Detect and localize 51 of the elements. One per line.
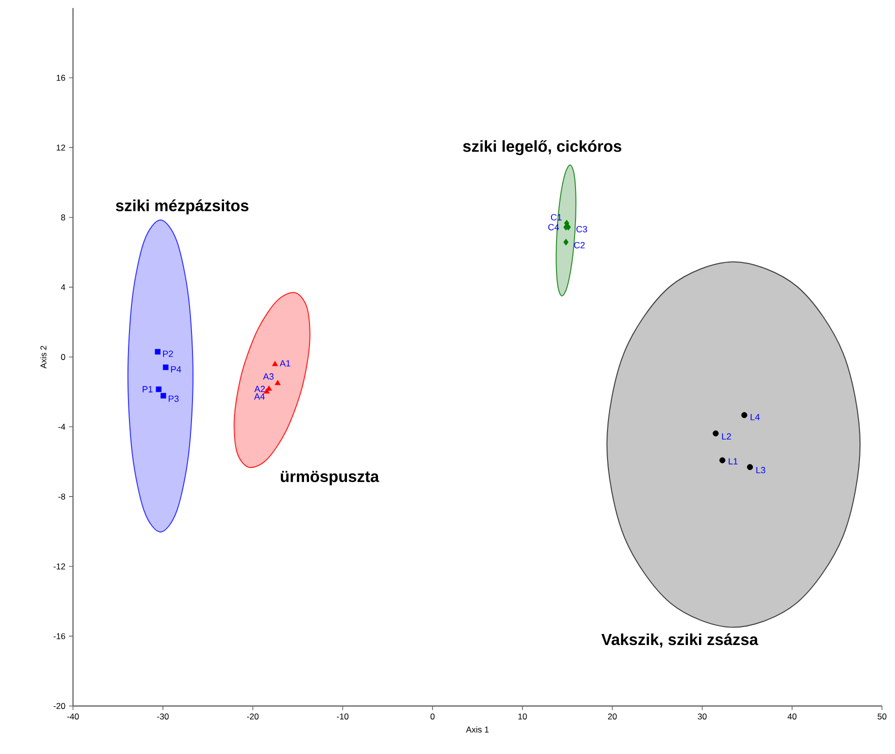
- y-tick-label: 8: [61, 214, 66, 220]
- annotation: Vakszik, sziki zsázsa: [601, 633, 758, 648]
- annotation: C3: [576, 226, 588, 232]
- point: [156, 386, 162, 392]
- y-tick-label: 12: [56, 144, 66, 151]
- y-tick-label: -8: [58, 494, 66, 500]
- y-tick-label: -4: [58, 424, 66, 430]
- y-tick-label: -20: [54, 702, 66, 709]
- y-tick-label: -16: [54, 633, 66, 640]
- x-tick-label: 20: [608, 713, 617, 720]
- annotation: P3: [168, 396, 179, 402]
- point: [274, 380, 281, 386]
- point: [154, 348, 160, 355]
- point: [272, 360, 278, 366]
- x-axis-title: Axis 1: [466, 726, 489, 733]
- annotation: L2: [722, 433, 731, 440]
- point: [741, 412, 748, 418]
- annotation: A1: [280, 360, 290, 366]
- x-tick-label: -20: [247, 713, 259, 720]
- annotation: L3: [756, 466, 766, 474]
- x-tick-label: -40: [67, 713, 79, 720]
- point: [162, 364, 168, 370]
- point: [160, 392, 166, 399]
- x-tick-label: 40: [788, 713, 796, 720]
- y-tick-label: 16: [56, 74, 66, 81]
- annotation: A3: [263, 373, 274, 380]
- point: [746, 464, 753, 470]
- annotation: P1: [142, 386, 153, 392]
- annotation: ürmöspuszta: [280, 470, 380, 486]
- annotation: P2: [163, 350, 173, 357]
- annotation: P4: [171, 366, 182, 372]
- x-tick-label: -10: [336, 713, 348, 720]
- annotation: L4: [750, 414, 760, 420]
- point: [712, 430, 719, 436]
- x-tick-label: 10: [518, 713, 527, 720]
- y-tick-label: 0: [61, 354, 66, 360]
- annotation: sziki legelő, cickóros: [463, 140, 622, 156]
- annotation: L1: [728, 458, 738, 464]
- x-tick-label: 30: [698, 713, 707, 720]
- x-tick-label: 0: [430, 713, 435, 720]
- point: [563, 238, 569, 246]
- y-tick-label: 4: [60, 284, 66, 290]
- x-tick-label: -30: [157, 713, 169, 720]
- annotation: C2: [574, 242, 585, 248]
- y-tick-label: -12: [54, 563, 66, 570]
- y-axis-title: Axis 2: [40, 346, 46, 368]
- annotation: A2: [254, 386, 265, 392]
- annotation: sziki mézpázsitos: [116, 199, 248, 214]
- annotation: A4: [254, 393, 265, 400]
- point: [719, 457, 726, 464]
- x-tick-label: 50: [878, 713, 886, 720]
